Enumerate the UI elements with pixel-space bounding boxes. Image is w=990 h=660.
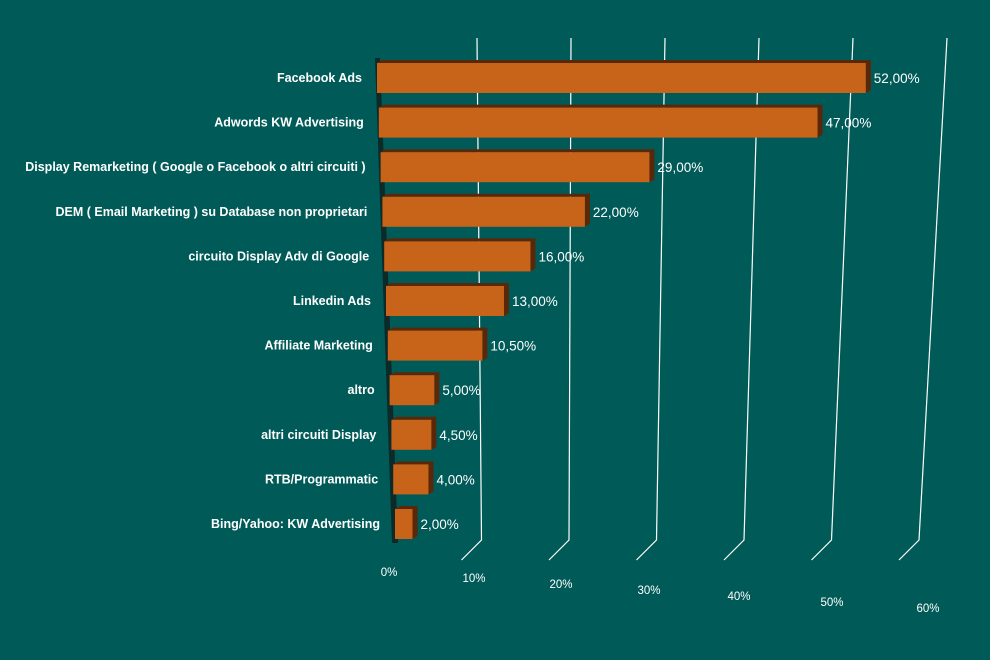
bar [387,330,483,361]
bar-top [377,60,871,63]
category-label: Bing/Yahoo: KW Advertising [211,517,380,531]
gridline [636,37,666,561]
bar [382,196,585,227]
bar-side [530,238,536,272]
category-label: Adwords KW Advertising [214,116,364,130]
data-label: 4,00% [436,472,474,487]
bar-side [431,416,437,450]
bar-side [434,372,440,406]
data-label: 29,00% [657,160,703,175]
category-label: altri circuiti Display [261,428,376,442]
data-label: 10,50% [490,339,536,354]
bar-group [377,60,871,93]
x-tick-label: 0% [381,567,398,579]
bar-group [391,416,437,450]
bar-group [378,104,823,138]
bar-top [389,372,440,376]
x-tick-label: 20% [549,579,572,591]
bar-top [380,149,655,153]
category-label: DEM ( Email Marketing ) su Database non … [56,205,368,219]
bar-top [395,506,418,509]
bar-side [865,60,871,93]
data-label: 2,00% [421,517,459,532]
bar-group [382,193,590,227]
gridline [898,37,948,561]
bar-side [649,149,655,183]
gridline [811,37,854,561]
bar [380,152,650,183]
bar-side [482,327,488,361]
category-label: circuito Display Adv di Google [188,249,369,263]
bar [393,464,429,495]
bar [377,63,866,93]
gridline [723,37,760,561]
data-label: 47,00% [826,116,872,131]
x-tick-label: 40% [727,591,750,603]
data-label: 22,00% [593,205,639,220]
bar [391,419,432,450]
bar-group [387,327,488,361]
category-label: altro [348,383,375,397]
bar [389,375,435,406]
data-label: 52,00% [874,71,920,86]
bar [384,241,531,272]
bar-group [395,506,418,539]
bar [378,107,818,138]
category-label: Facebook Ads [277,71,362,85]
category-label: RTB/Programmatic [265,472,378,486]
category-label: Display Remarketing ( Google o Facebook … [25,160,365,174]
x-tick-label: 50% [820,597,843,609]
data-label: 13,00% [512,294,558,309]
bar-top [386,283,509,286]
bar-top [378,104,823,108]
bar-group [380,149,655,183]
bar-side [817,104,823,138]
category-label: Linkedin Ads [293,294,371,308]
bar-group [389,372,440,406]
bar [395,509,413,539]
bar-top [391,416,437,420]
category-label: Affiliate Marketing [264,339,372,353]
x-tick-label: 60% [916,603,939,615]
bar-top [393,461,434,465]
bar-top [387,327,488,331]
data-label: 5,00% [442,383,480,398]
data-label: 4,50% [439,428,477,443]
bar-side [412,506,418,539]
bar-group [393,461,434,495]
x-tick-label: 30% [637,585,660,597]
bar-group [386,283,509,316]
data-label: 16,00% [538,249,584,264]
bar-side [503,283,509,316]
bar-top [382,193,590,197]
bar-top [384,238,536,242]
bar-side [428,461,434,495]
bar-side [584,193,590,227]
x-tick-label: 10% [462,573,485,585]
bar-group [384,238,536,272]
bar [386,286,504,316]
